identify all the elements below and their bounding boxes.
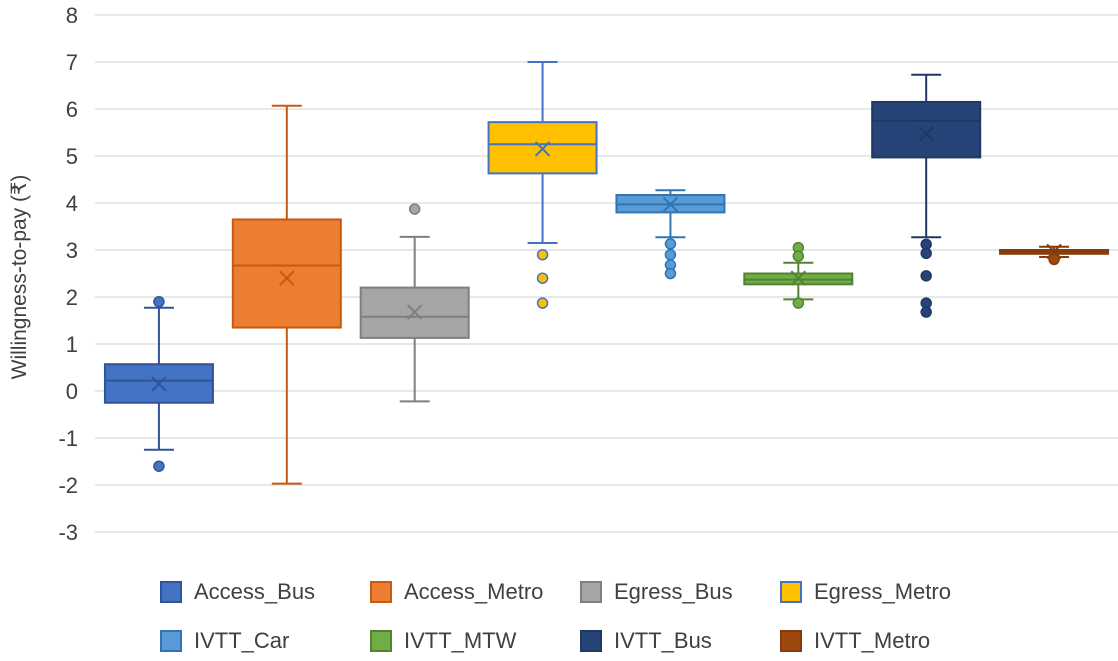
outlier-point [664,238,677,250]
outlier-point [664,267,677,280]
legend-item: IVTT_Bus [580,621,712,661]
boxes [103,61,1110,485]
legend-label: IVTT_Metro [814,628,931,653]
box-IVTT_Car [615,189,726,280]
legend-swatch [780,581,802,603]
legend-swatch [580,630,602,652]
y-tick-label: 3 [66,238,78,263]
mean-marker [151,376,167,392]
legend-swatch [370,630,392,652]
y-tick-label: 1 [66,332,78,357]
box-iqr [871,100,982,159]
mean-marker [534,141,551,157]
outlier-point [536,297,549,309]
mean-marker [918,126,934,142]
outlier-point [153,460,165,472]
mean-marker [279,270,295,286]
legend-label: Egress_Metro [814,579,951,604]
y-tick-label: -3 [58,520,78,545]
y-tick-label: 8 [66,3,78,28]
legend-label: Access_Metro [404,579,544,604]
box-IVTT_Bus [871,73,982,318]
box-iqr [231,218,342,329]
outlier-point [920,306,932,318]
mean-marker [406,304,423,320]
box-IVTT_MTW [743,241,854,309]
y-tick-label: 6 [66,97,78,122]
legend-swatch [160,630,182,652]
y-tick-label: 0 [66,379,78,404]
legend-label: IVTT_Car [194,628,290,653]
legend-item: Egress_Bus [580,572,733,612]
outlier-point [920,270,932,282]
y-axis-title: Willingness-to-pay (₹) [8,175,31,380]
box-Egress_Metro [487,61,598,309]
outlier-point [536,248,549,261]
y-tick-label: 4 [66,191,78,216]
outlier-point [408,203,421,215]
box-IVTT_Metro [999,243,1110,266]
legend-item: Access_Bus [160,572,315,612]
legend-item: IVTT_Metro [780,621,930,661]
y-axis-ticks: -3 -2 -1 0 1 2 3 4 5 6 7 8 [58,3,78,545]
y-tick-label: 2 [66,285,78,310]
outlier-point [1048,253,1060,266]
outlier-point [153,295,165,308]
outlier-point [792,250,805,262]
legend-item: Access_Metro [370,572,543,612]
legend-swatch [580,581,602,603]
box-Access_Metro [231,104,342,485]
outlier-point [920,247,932,260]
legend-label: Egress_Bus [614,579,733,604]
legend-label: Access_Bus [194,579,316,604]
y-tick-label: 5 [66,144,78,169]
legend-label: IVTT_MTW [404,628,517,653]
boxplot-chart: -3 -2 -1 0 1 2 3 4 5 6 7 8 Willingness-to-pay (₹) [8,3,1118,545]
box-Egress_Bus [359,203,470,403]
legend-label: IVTT_Bus [614,628,712,653]
outlier-point [664,248,677,261]
mean-marker [662,196,679,213]
legend-item: IVTT_Car [160,621,289,661]
y-tick-label: -1 [58,426,78,451]
legend-swatch [370,581,392,603]
outlier-point [792,297,805,309]
legend-item: IVTT_MTW [370,621,516,661]
legend-swatch [780,630,802,652]
mean-marker [790,270,807,286]
outlier-point [536,272,549,284]
y-tick-label: 7 [66,50,78,75]
legend-swatch [160,581,182,603]
legend-item: Egress_Metro [780,572,951,612]
y-tick-label: -2 [58,473,78,498]
box-Access_Bus [103,295,214,472]
